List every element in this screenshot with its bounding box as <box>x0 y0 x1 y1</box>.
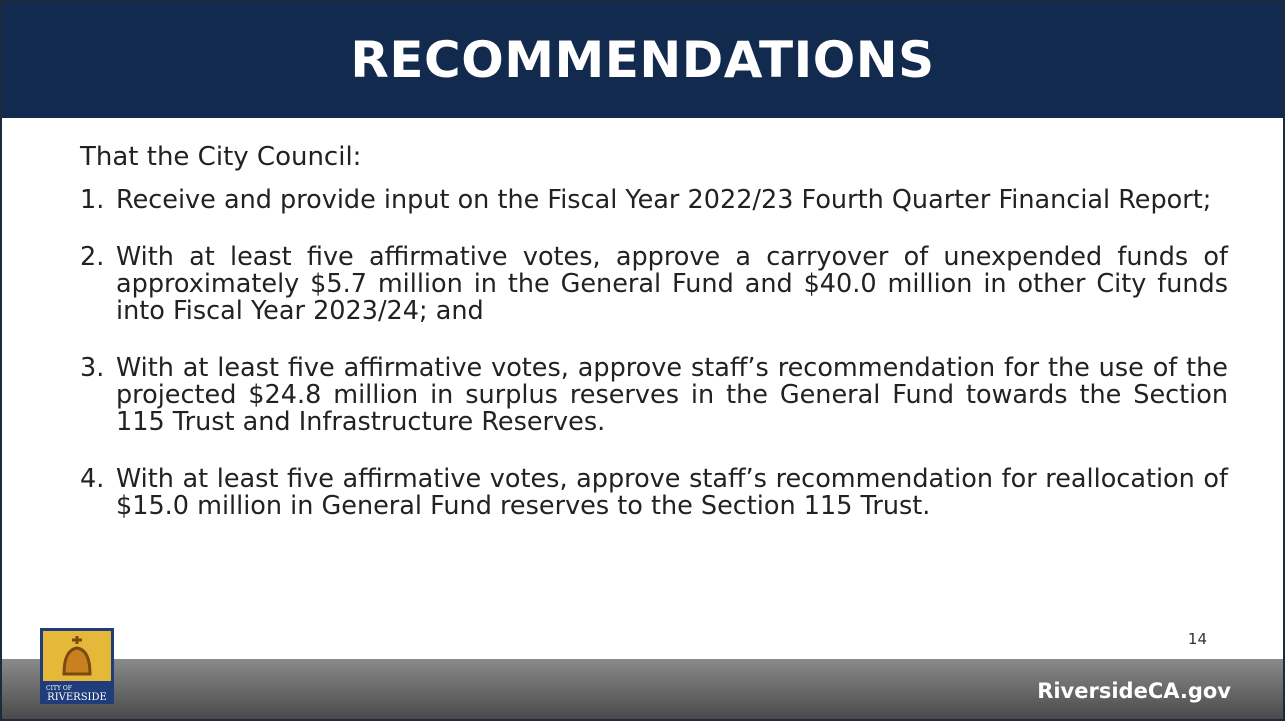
item-text: With at least five affirmative votes, ap… <box>116 353 1228 437</box>
recommendation-item: 4. With at least five affirmative votes, … <box>80 466 1228 520</box>
item-text: With at least five affirmative votes, ap… <box>116 242 1228 326</box>
logo: CITY OF RIVERSIDE <box>40 628 114 704</box>
item-number: 3. <box>80 353 105 383</box>
recommendation-item: 3. With at least five affirmative votes, … <box>80 355 1228 436</box>
logo-line1: CITY OF <box>46 685 72 692</box>
logo-line2: RIVERSIDE <box>47 692 107 703</box>
item-text: Receive and provide input on the Fiscal … <box>116 185 1212 215</box>
footer: RiversideCA.gov <box>2 659 1283 719</box>
item-number: 4. <box>80 464 105 494</box>
item-number: 1. <box>80 185 105 215</box>
recommendation-item: 2. With at least five affirmative votes, … <box>80 244 1228 325</box>
logo-bell <box>62 636 92 676</box>
recommendation-item: 1. Receive and provide input on the Fisca… <box>80 187 1228 214</box>
item-text: With at least five affirmative votes, ap… <box>116 464 1228 521</box>
header: RECOMMENDATIONS <box>2 2 1283 118</box>
page-number: 14 <box>1187 630 1207 648</box>
item-number: 2. <box>80 242 105 272</box>
title: RECOMMENDATIONS <box>350 31 935 89</box>
website: RiversideCA.gov <box>1037 679 1231 703</box>
intro: That the City Council: <box>80 142 362 172</box>
recommendation-list: 1. Receive and provide input on the Fisca… <box>80 187 1228 550</box>
